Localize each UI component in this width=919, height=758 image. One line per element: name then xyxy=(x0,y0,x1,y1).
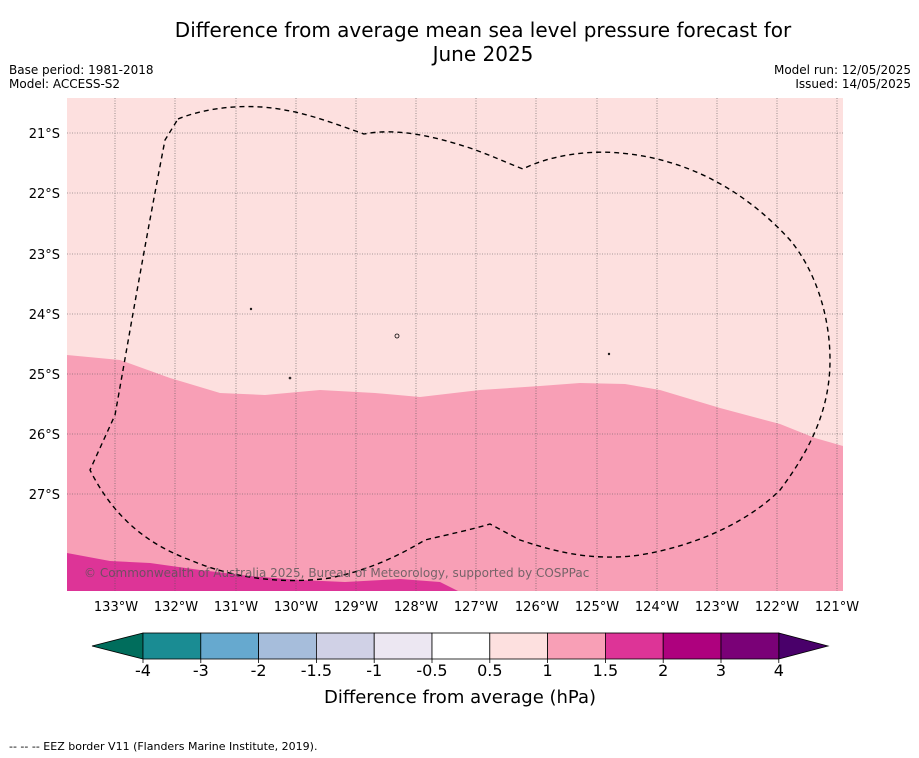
colorbar-high-extension xyxy=(778,632,830,660)
grid-lines xyxy=(67,98,843,591)
band-1-to-1-5 xyxy=(67,355,843,591)
lon-label: 133°W xyxy=(94,600,138,615)
base-period: Base period: 1981-2018 xyxy=(9,63,154,77)
lat-label: 24°S xyxy=(29,308,60,323)
meta-left: Base period: 1981-2018 Model: ACCESS-S2 xyxy=(9,63,154,91)
latitude-labels: 21°S 22°S 23°S 24°S 25°S 26°S 27°S xyxy=(29,127,60,503)
colorbar-tick-label: 2 xyxy=(658,661,668,680)
colorbar-tick-label: 1 xyxy=(543,661,553,680)
island-markers xyxy=(249,307,611,380)
title-line-2: June 2025 xyxy=(432,42,534,66)
lon-label: 125°W xyxy=(575,600,619,615)
colorbar-tick-label: -1 xyxy=(366,661,382,680)
colorbar: -4 -3 -2 -1.5 -1 -0.5 0.5 1 1.5 2 3 4 xyxy=(91,632,830,680)
eez-legend-note: -- -- -- EEZ border V11 (Flanders Marine… xyxy=(9,740,318,753)
map-figure: © Commonwealth of Australia 2025, Bureau… xyxy=(29,98,859,708)
map-area xyxy=(67,98,843,591)
longitude-labels: 133°W 132°W 131°W 130°W 129°W 128°W 127°… xyxy=(94,600,859,615)
map-title: Difference from average mean sea level p… xyxy=(0,18,919,66)
title-line-1: Difference from average mean sea level p… xyxy=(174,18,792,42)
colorbar-segment xyxy=(431,632,491,660)
model-run: Model run: 12/05/2025 xyxy=(773,63,911,77)
eez-border xyxy=(89,105,831,582)
colorbar-segment xyxy=(662,632,722,660)
issued-date: Issued: 14/05/2025 xyxy=(795,77,911,91)
island-marker xyxy=(607,352,611,356)
colorbar-segment xyxy=(258,632,317,660)
colorbar-tick-label: -2 xyxy=(251,661,267,680)
lon-label: 122°W xyxy=(755,600,799,615)
colorbar-segment xyxy=(373,632,433,660)
lon-label: 126°W xyxy=(515,600,559,615)
colorbar-label: Difference from average (hPa) xyxy=(324,687,596,708)
lat-label: 21°S xyxy=(29,127,60,142)
model-name: Model: ACCESS-S2 xyxy=(9,77,121,91)
colorbar-segment xyxy=(315,632,375,660)
copyright-notice: © Commonwealth of Australia 2025, Bureau… xyxy=(84,566,589,580)
colorbar-segment xyxy=(142,632,202,660)
colorbar-tick-label: 4 xyxy=(774,661,784,680)
band-1-5-to-2 xyxy=(67,553,458,591)
lat-label: 27°S xyxy=(29,488,60,503)
lon-label: 121°W xyxy=(815,600,859,615)
colorbar-segment xyxy=(489,632,548,660)
lon-label: 127°W xyxy=(454,600,498,615)
lon-label: 130°W xyxy=(274,600,318,615)
lat-label: 25°S xyxy=(29,368,60,383)
colorbar-tick-label: -4 xyxy=(135,661,151,680)
lon-label: 131°W xyxy=(214,600,258,615)
colorbar-tick-label: -0.5 xyxy=(416,661,447,680)
colorbar-tick-label: 0.5 xyxy=(477,661,502,680)
lon-label: 124°W xyxy=(635,600,679,615)
colorbar-low-extension xyxy=(91,632,144,660)
colorbar-segment xyxy=(547,632,606,660)
colorbar-tick-label: -3 xyxy=(193,661,209,680)
meta-right: Model run: 12/05/2025 Issued: 14/05/2025 xyxy=(774,63,911,91)
colorbar-segment xyxy=(200,632,260,660)
lat-label: 22°S xyxy=(29,187,60,202)
island-marker xyxy=(394,333,400,339)
lon-label: 123°W xyxy=(695,600,739,615)
lat-label: 26°S xyxy=(29,428,60,443)
colorbar-segment xyxy=(720,632,780,660)
colorbar-tick-label: -1.5 xyxy=(301,661,332,680)
lon-label: 128°W xyxy=(394,600,438,615)
colorbar-segment xyxy=(605,632,664,660)
colorbar-tick-label: 3 xyxy=(716,661,726,680)
lat-label: 23°S xyxy=(29,248,60,263)
lon-label: 132°W xyxy=(154,600,198,615)
lon-label: 129°W xyxy=(334,600,378,615)
island-marker xyxy=(288,376,292,380)
island-marker xyxy=(249,307,253,311)
colorbar-tick-label: 1.5 xyxy=(593,661,618,680)
